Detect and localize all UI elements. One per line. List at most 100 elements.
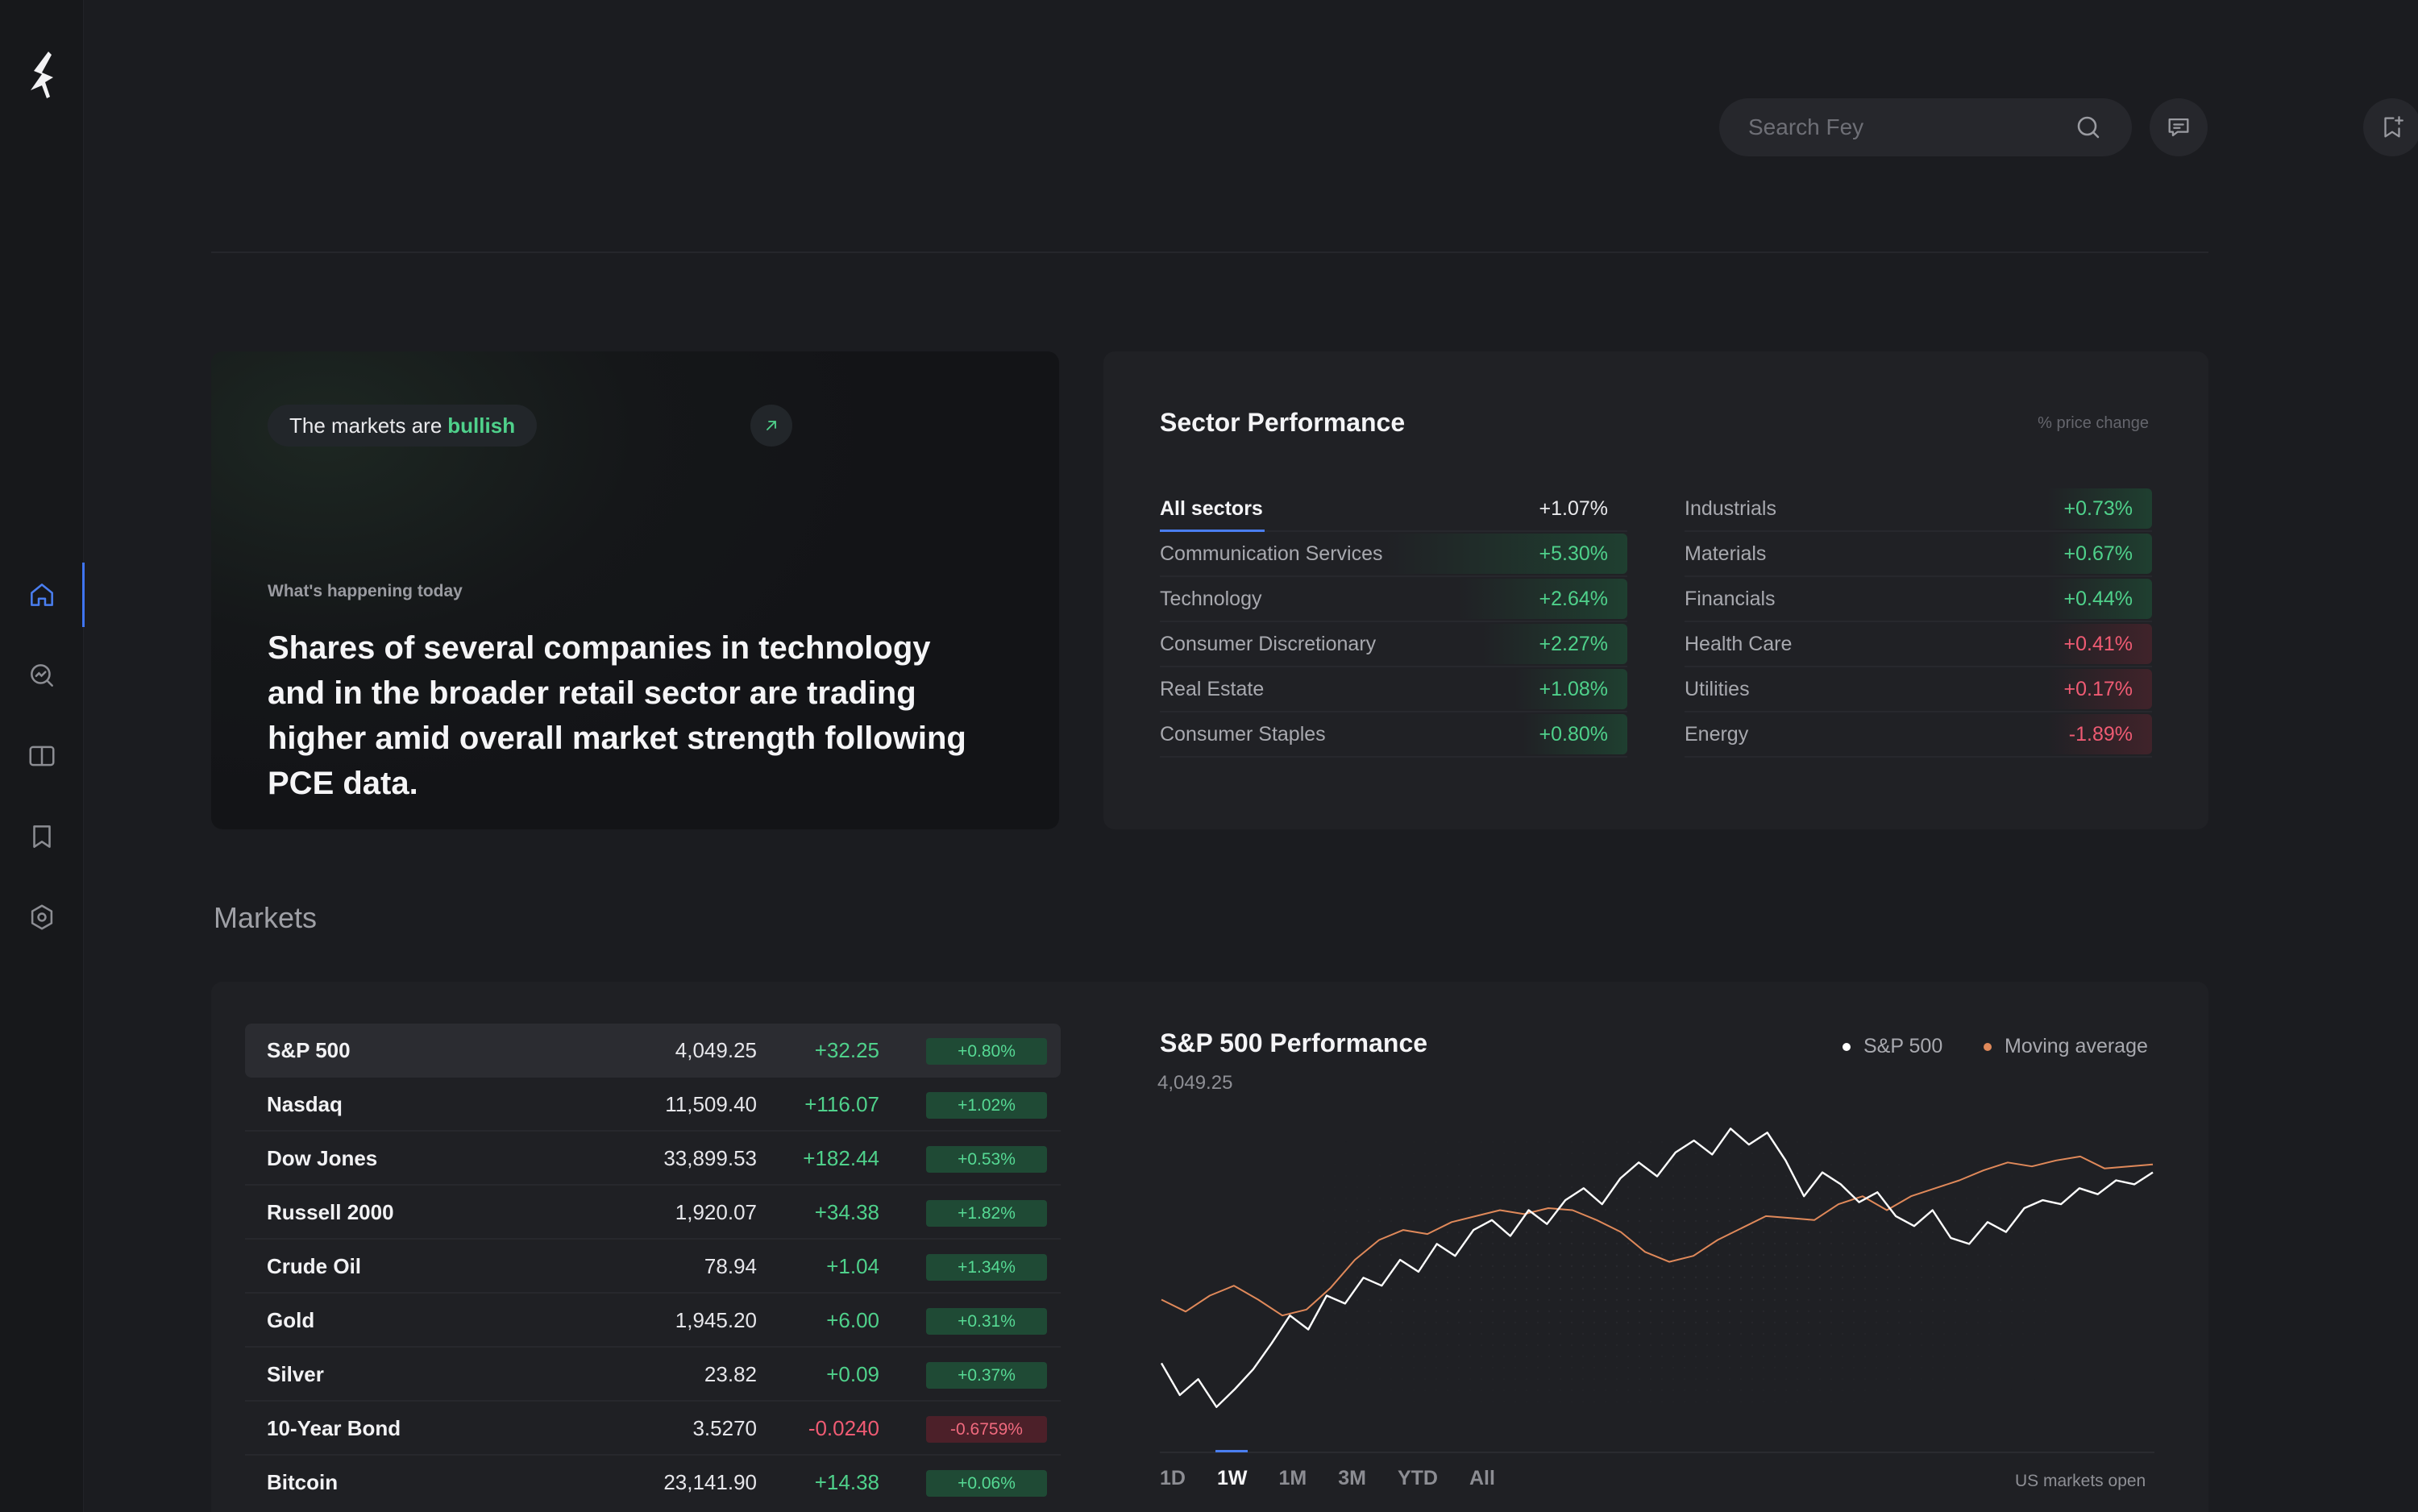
sector-row[interactable]: Financials +0.44% xyxy=(1685,577,2152,622)
sidebar-item-learn[interactable] xyxy=(0,724,84,788)
markets-title: Markets xyxy=(214,901,318,934)
market-change: -0.0240 xyxy=(808,1416,879,1440)
market-change: +1.04 xyxy=(826,1254,879,1278)
sentiment-open-button[interactable] xyxy=(750,405,792,447)
sector-list-left: All sectors +1.07% Communication Service… xyxy=(1160,487,1627,758)
arrow-up-right-icon xyxy=(767,421,776,430)
sector-value: +5.30% xyxy=(1386,534,1627,574)
sector-performance-card: Sector Performance % price change All se… xyxy=(1103,351,2208,829)
range-1m[interactable]: 1M xyxy=(1278,1467,1307,1489)
market-row-gold[interactable]: Gold 1,945.20 +6.00 +0.31% xyxy=(245,1294,1061,1348)
range-all[interactable]: All xyxy=(1469,1467,1495,1489)
legend-dot xyxy=(1984,1042,1992,1051)
bookmark-icon xyxy=(33,825,51,848)
market-name: Gold xyxy=(267,1308,315,1332)
sector-value: +2.27% xyxy=(1482,624,1627,664)
sector-title: Sector Performance xyxy=(1160,408,1406,437)
range-1d[interactable]: 1D xyxy=(1160,1467,1186,1489)
market-change: +34.38 xyxy=(814,1200,879,1224)
market-price: 1,920.07 xyxy=(675,1200,757,1224)
market-percent-badge: +1.82% xyxy=(926,1200,1047,1227)
sector-value: +0.67% xyxy=(2047,534,2152,574)
sector-row[interactable]: Communication Services +5.30% xyxy=(1160,532,1627,577)
sector-name: Communication Services xyxy=(1160,542,1383,565)
market-row-russell-2000[interactable]: Russell 2000 1,920.07 +34.38 +1.82% xyxy=(245,1186,1061,1240)
search-bar[interactable] xyxy=(1719,98,2132,156)
home-icon xyxy=(31,584,53,606)
chat-button[interactable] xyxy=(2150,98,2208,156)
market-row-silver[interactable]: Silver 23.82 +0.09 +0.37% xyxy=(245,1348,1061,1402)
market-row-crude-oil[interactable]: Crude Oil 78.94 +1.04 +1.34% xyxy=(245,1240,1061,1294)
sector-row[interactable]: Technology +2.64% xyxy=(1160,577,1627,622)
market-percent-badge: +0.31% xyxy=(926,1308,1047,1335)
market-percent-badge: +0.37% xyxy=(926,1362,1047,1389)
summary-headline: Shares of several companies in technolog… xyxy=(268,630,966,801)
market-percent-badge: +0.06% xyxy=(926,1470,1047,1497)
sector-row[interactable]: Materials +0.67% xyxy=(1685,532,2152,577)
chart-dot-background xyxy=(1321,1135,2046,1409)
market-name: Dow Jones xyxy=(267,1146,378,1170)
market-change: +0.09 xyxy=(826,1362,879,1386)
settings-icon xyxy=(31,904,53,930)
chart-title: S&P 500 Performance xyxy=(1160,1028,1428,1057)
sector-value: +0.80% xyxy=(1523,714,1627,754)
series-line-moving-average xyxy=(1161,1157,2153,1315)
market-status: US markets open xyxy=(2015,1472,2146,1490)
market-change: +182.44 xyxy=(803,1146,879,1170)
sector-name: Energy xyxy=(1685,722,1749,746)
market-change: +32.25 xyxy=(814,1038,879,1062)
sector-row[interactable]: Consumer Discretionary +2.27% xyxy=(1160,622,1627,667)
sector-name: Materials xyxy=(1685,542,1767,565)
chat-icon xyxy=(2168,118,2189,137)
sector-value: +1.08% xyxy=(1514,669,1627,709)
sector-name: Health Care xyxy=(1685,632,1793,655)
sector-row[interactable]: Real Estate +1.08% xyxy=(1160,667,1627,712)
sidebar-item-settings[interactable] xyxy=(0,885,84,949)
sector-row[interactable]: Energy -1.89% xyxy=(1685,712,2152,758)
sidebar-item-saved[interactable] xyxy=(0,804,84,869)
sidebar-item-home[interactable] xyxy=(0,563,85,627)
markets-card: S&P 500 4,049.25 +32.25 +0.80% Nasdaq 11… xyxy=(211,982,2208,1512)
sentiment-prefix: The markets are xyxy=(289,413,442,438)
sector-name: All sectors xyxy=(1160,496,1263,520)
search-chart-icon xyxy=(31,664,53,687)
market-name: Crude Oil xyxy=(267,1254,362,1278)
legend-label: S&P 500 xyxy=(1863,1035,1943,1057)
sector-row[interactable]: Industrials +0.73% xyxy=(1685,487,2152,532)
market-name: Russell 2000 xyxy=(267,1200,394,1224)
sector-value: +1.07% xyxy=(1539,496,1609,520)
range-1w[interactable]: 1W xyxy=(1215,1450,1248,1489)
chart-price: 4,049.25 xyxy=(1157,1072,1233,1094)
range-3m[interactable]: 3M xyxy=(1338,1467,1366,1489)
sector-value: -1.89% xyxy=(2047,714,2152,754)
bookmark-add-button[interactable] xyxy=(2363,98,2418,156)
range-ytd[interactable]: YTD xyxy=(1397,1467,1438,1489)
market-sentiment-pill[interactable]: The markets are bullish xyxy=(268,405,538,447)
search-input[interactable] xyxy=(1748,114,2074,140)
market-name: 10-Year Bond xyxy=(267,1416,401,1440)
sector-row[interactable]: Consumer Staples +0.80% xyxy=(1160,712,1627,758)
series-line-sp500 xyxy=(1161,1128,2153,1406)
market-row-nasdaq[interactable]: Nasdaq 11,509.40 +116.07 +1.02% xyxy=(245,1078,1061,1132)
market-row-sp500[interactable]: S&P 500 4,049.25 +32.25 +0.80% xyxy=(245,1024,1061,1078)
sector-row[interactable]: All sectors +1.07% xyxy=(1160,487,1627,532)
sector-row[interactable]: Utilities +0.17% xyxy=(1685,667,2152,712)
chart-baseline xyxy=(1160,1452,2154,1453)
sidebar-item-explore[interactable] xyxy=(0,643,84,708)
sector-row[interactable]: Health Care +0.41% xyxy=(1685,622,2152,667)
sector-value: +0.17% xyxy=(2047,669,2152,709)
market-price: 11,509.40 xyxy=(665,1092,757,1116)
legend-sp500: S&P 500 xyxy=(1843,1035,1942,1058)
sector-name: Financials xyxy=(1685,587,1776,610)
market-name: Silver xyxy=(267,1362,324,1386)
sector-note: % price change xyxy=(2038,414,2149,432)
legend-dot xyxy=(1843,1042,1851,1051)
market-row-dow-jones[interactable]: Dow Jones 33,899.53 +182.44 +0.53% xyxy=(245,1132,1061,1186)
performance-chart[interactable] xyxy=(1160,1103,2154,1441)
search-icon[interactable] xyxy=(2074,113,2103,142)
market-row-10-year-bond[interactable]: 10-Year Bond 3.5270 -0.0240 -0.6759% xyxy=(245,1402,1061,1456)
fey-logo[interactable] xyxy=(24,50,63,100)
market-row-bitcoin[interactable]: Bitcoin 23,141.90 +14.38 +0.06% xyxy=(245,1456,1061,1510)
book-icon xyxy=(29,746,55,766)
market-price: 23.82 xyxy=(704,1362,757,1386)
